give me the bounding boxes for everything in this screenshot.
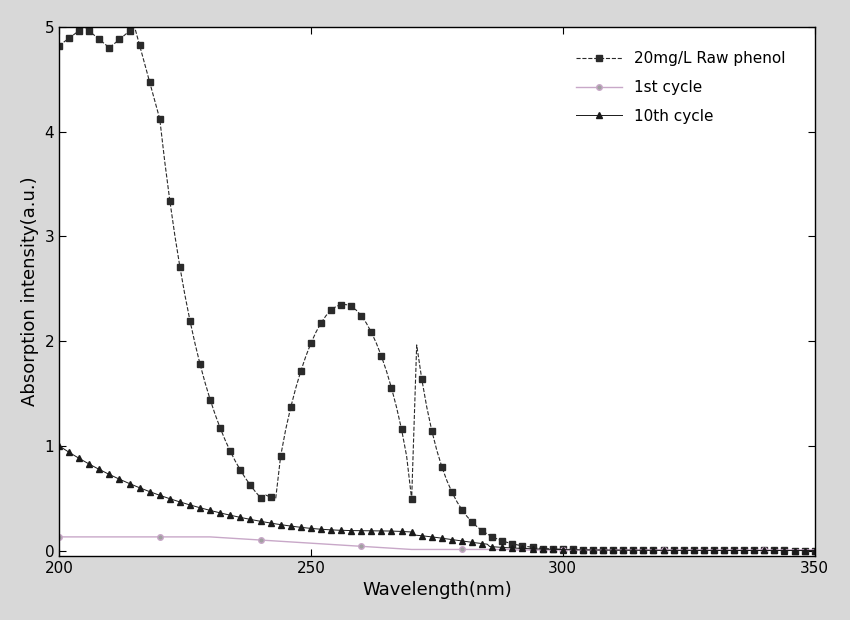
1st cycle bbox=[800, 546, 810, 554]
20mg/L Raw phenol bbox=[800, 547, 810, 554]
10th cycle bbox=[54, 442, 64, 450]
10th cycle bbox=[812, 547, 822, 554]
20mg/L Raw phenol bbox=[809, 547, 819, 554]
1st cycle bbox=[588, 546, 598, 554]
Legend: 20mg/L Raw phenol, 1st cycle, 10th cycle: 20mg/L Raw phenol, 1st cycle, 10th cycle bbox=[570, 45, 792, 130]
Line: 20mg/L Raw phenol: 20mg/L Raw phenol bbox=[56, 24, 818, 554]
Line: 10th cycle: 10th cycle bbox=[56, 443, 820, 553]
10th cycle bbox=[769, 547, 779, 554]
Line: 1st cycle: 1st cycle bbox=[56, 534, 818, 553]
10th cycle bbox=[668, 547, 678, 554]
20mg/L Raw phenol bbox=[588, 546, 598, 554]
1st cycle bbox=[809, 546, 819, 554]
10th cycle bbox=[749, 547, 759, 554]
10th cycle bbox=[774, 547, 785, 554]
1st cycle bbox=[422, 546, 432, 553]
1st cycle bbox=[321, 541, 332, 548]
20mg/L Raw phenol bbox=[537, 545, 547, 552]
10th cycle bbox=[298, 524, 309, 531]
Y-axis label: Absorption intensity(a.u.): Absorption intensity(a.u.) bbox=[21, 177, 39, 406]
20mg/L Raw phenol bbox=[518, 542, 528, 549]
20mg/L Raw phenol bbox=[79, 23, 89, 30]
20mg/L Raw phenol bbox=[326, 306, 336, 314]
1st cycle bbox=[518, 546, 528, 554]
X-axis label: Wavelength(nm): Wavelength(nm) bbox=[362, 581, 512, 599]
1st cycle bbox=[54, 533, 64, 541]
20mg/L Raw phenol bbox=[427, 427, 437, 435]
10th cycle bbox=[581, 546, 591, 554]
20mg/L Raw phenol bbox=[54, 42, 64, 50]
1st cycle bbox=[537, 546, 547, 554]
1st cycle bbox=[513, 546, 523, 554]
